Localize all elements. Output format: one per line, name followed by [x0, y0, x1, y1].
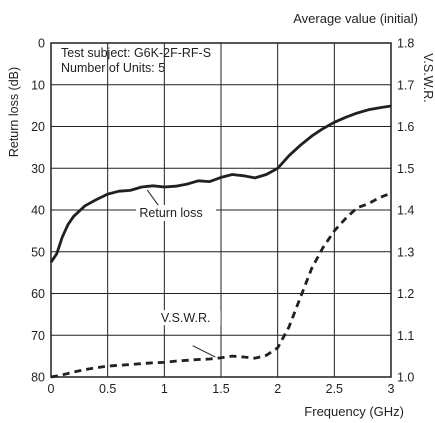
y-right-tick-label: 1.0: [397, 371, 414, 385]
y-left-tick-label: 30: [31, 162, 45, 176]
x-tick-label: 2: [274, 382, 281, 396]
series-line-vswr: [50, 191, 392, 379]
y-right-tick-label: 1.6: [397, 120, 414, 134]
y-left-tick-label: 60: [31, 287, 45, 301]
y-left-tick-label: 50: [31, 245, 45, 259]
x-tick-label: 0.5: [99, 382, 116, 396]
y-right-tick-label: 1.4: [397, 204, 414, 218]
x-tick-label: 0: [48, 382, 55, 396]
series-lines: [49, 104, 392, 379]
y-left-tick-label: 10: [31, 78, 45, 92]
y-left-tick-label: 20: [31, 120, 45, 134]
x-tick-label: 3: [388, 382, 395, 396]
chart-title: Average value (initial): [293, 11, 418, 26]
y-right-tick-label: 1.1: [397, 329, 414, 343]
y-right-tick-label: 1.3: [397, 245, 414, 259]
x-tick-label: 1: [161, 382, 168, 396]
vswr-leader-line: [192, 345, 216, 358]
x-tick-label: 1.5: [212, 382, 229, 396]
series-callouts: Return loss V.S.W.R.: [136, 189, 221, 358]
vswr-label-bg: [158, 310, 221, 326]
y-right-tick-label: 1.7: [397, 78, 414, 92]
plot-frame: [50, 42, 392, 378]
annotation-number-of-units: Number of Units: 5: [61, 61, 165, 75]
series-line-return-loss: [49, 104, 392, 263]
y-left-tick-label: 40: [31, 204, 45, 218]
y-right-tick-label: 1.5: [397, 162, 414, 176]
y-left-tick-label: 80: [31, 371, 45, 385]
y-right-tick-label: 1.8: [397, 37, 414, 51]
return-loss-label-bg: [136, 204, 216, 221]
return-loss-callout-label: Return loss: [139, 206, 202, 220]
y-right-axis-label: V.S.W.R.: [421, 53, 435, 103]
return-loss-leader-line: [146, 189, 160, 207]
annotation-test-subject: Test subject: G6K-2F-RF-S: [61, 46, 211, 60]
grid: [51, 43, 391, 377]
y-left-tick-label: 70: [31, 329, 45, 343]
y-right-tick-label: 1.2: [397, 287, 414, 301]
vswr-callout-label: V.S.W.R.: [161, 311, 211, 325]
y-left-axis-label: Return loss (dB): [7, 67, 21, 157]
x-tick-label: 2.5: [326, 382, 343, 396]
y-left-tick-label: 0: [38, 37, 45, 51]
x-axis-label: Frequency (GHz): [304, 404, 404, 419]
